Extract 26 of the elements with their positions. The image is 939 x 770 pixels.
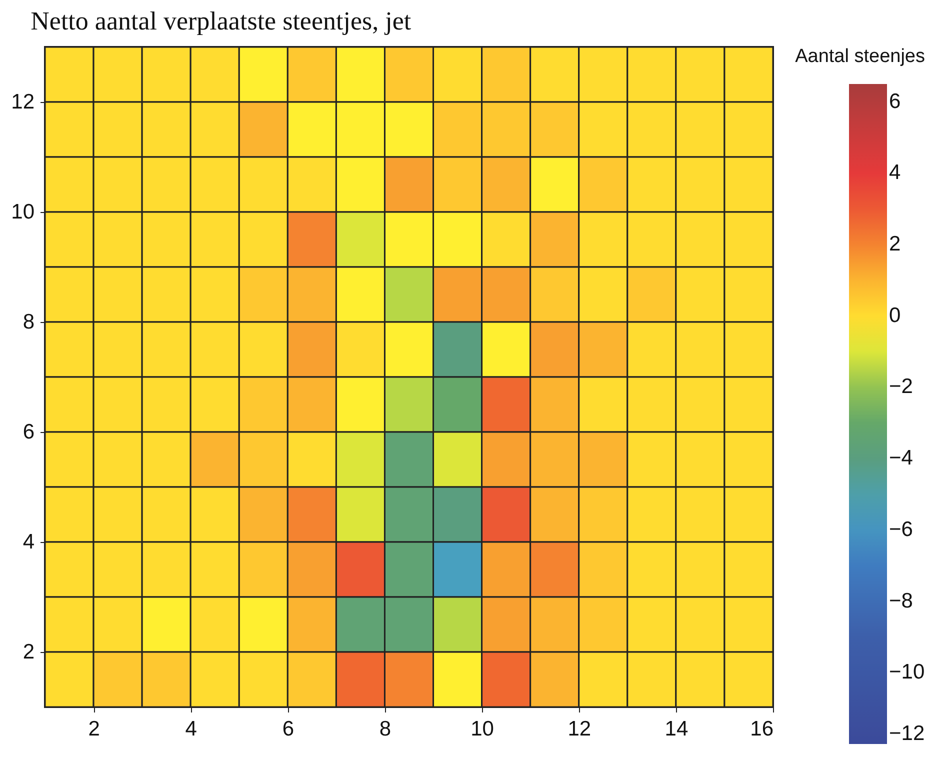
color-bar-label: 6 xyxy=(889,90,901,113)
y-tick-label: 4 xyxy=(22,530,35,554)
x-tick-label: 10 xyxy=(470,718,494,740)
y-tick-label: 10 xyxy=(11,200,34,224)
y-tick-label: 8 xyxy=(22,310,34,334)
color-bar-label: −12 xyxy=(889,722,925,745)
x-tick-label: 12 xyxy=(568,718,592,740)
y-tick-label: 2 xyxy=(22,640,34,664)
color-bar-label: 0 xyxy=(889,304,901,327)
y-tick-label: 12 xyxy=(11,90,34,114)
x-tick-label: 16 xyxy=(750,718,774,740)
x-tick-label: 14 xyxy=(664,718,688,740)
color-bar-label: −6 xyxy=(889,518,913,541)
x-tick-label: 8 xyxy=(379,718,392,740)
color-bar-label: 2 xyxy=(889,232,901,256)
color-bar-label: −8 xyxy=(889,589,913,612)
color-bar-label: −4 xyxy=(889,446,914,470)
y-tick-label: 6 xyxy=(22,420,34,444)
color-bar-title: Aantal steenjes xyxy=(795,46,925,67)
x-tick-label: 4 xyxy=(185,718,198,740)
x-tick-label: 6 xyxy=(282,718,294,740)
color-bar-label: 4 xyxy=(889,161,901,184)
x-tick-label: 2 xyxy=(88,718,100,740)
color-bar-label: −2 xyxy=(889,375,913,398)
chart-title: Netto aantal verplaatste steentjes, jet xyxy=(30,6,412,36)
color-bar-label: −10 xyxy=(889,660,925,684)
